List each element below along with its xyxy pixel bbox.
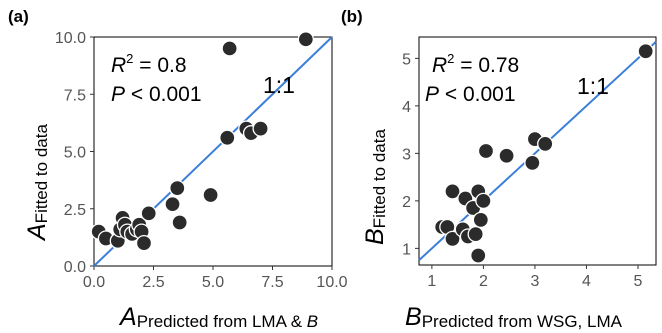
panel-a-point-15	[169, 179, 186, 197]
panel-a-point-19	[221, 40, 238, 57]
panel-b-point-9	[467, 225, 484, 243]
panel-b-point-10	[470, 247, 487, 264]
panel-b-point-16	[524, 154, 541, 172]
panel-a-x-tick-label-3: 5.0	[202, 274, 224, 291]
panel-b-y-tick-label-5: 5	[402, 51, 411, 68]
panel-a-r2-exponent: 2	[126, 51, 133, 66]
panel-b-label: (b)	[341, 7, 363, 26]
panel-a-point-12	[135, 234, 153, 252]
panel-a-y-tick-label-1: 0.0	[64, 259, 86, 276]
panel-b-point-12	[472, 211, 489, 229]
panel-a-r2-symbol: R	[111, 54, 126, 77]
panel-a-point-22	[252, 120, 269, 137]
panel-a-p-value: < 0.001	[125, 83, 201, 106]
panel-a-r2-stat: R2 = 0.8	[111, 51, 187, 77]
panel-a-x-tick-label-4: 7.5	[261, 274, 283, 291]
panel-b-y-tick-label-4: 4	[402, 99, 411, 116]
panel-a-r2-value: = 0.8	[133, 54, 186, 77]
panel-a: (a) 0.0 2.5 5.0 7.5 10.0 0.0 2.5 5.0 7.5 10.0 R2…	[8, 7, 348, 331]
panel-b-point-15	[498, 147, 515, 164]
panel-b-x-tick-label-3: 3	[530, 273, 539, 290]
panel-b-r2-symbol: R	[432, 54, 447, 77]
panel-b-y-axis-symbol: B	[361, 228, 389, 245]
panel-b-y-tick-label-3: 3	[402, 146, 411, 163]
panel-b-point-3	[444, 230, 461, 248]
panel-a-point-23	[297, 31, 314, 48]
panel-a-p-symbol: P	[111, 83, 125, 106]
panel-b-y-tick-label-1: 1	[402, 241, 411, 258]
panel-b-y-axis-subscript: Fitted to data	[370, 129, 389, 229]
panel-a-y-axis-subscript: Fitted to data	[32, 124, 51, 224]
panel-a-one-to-one-label: 1:1	[263, 72, 295, 98]
panel-a-x-tick-label-2: 2.5	[142, 274, 164, 291]
panel-b-point-13	[475, 192, 492, 210]
panel-a-x-tick-label-5: 10.0	[316, 274, 347, 291]
panel-a-y-axis-symbol: A	[23, 223, 51, 242]
panel-a-p-stat: P < 0.001	[111, 83, 202, 106]
panel-a-point-17	[202, 186, 219, 204]
panel-b-x-tick-label-2: 2	[479, 273, 488, 290]
panel-b-plot-frame	[418, 36, 657, 266]
panel-b-p-value: < 0.001	[439, 83, 515, 106]
panel-b-x-tick-label-4: 4	[582, 273, 591, 290]
panel-b-p-stat: P < 0.001	[425, 83, 516, 106]
panel-a-x-tick-label-1: 0.0	[83, 274, 105, 291]
panel-a-x-axis-subscript-italic: B	[307, 312, 318, 331]
panel-b-point-19	[637, 43, 654, 60]
panel-b-point-4	[444, 183, 461, 200]
panel-b-r2-value: = 0.78	[454, 54, 519, 77]
panel-b-x-tick-label-5: 5	[634, 273, 643, 290]
panel-a-y-tick-label-3: 5.0	[64, 145, 86, 162]
panel-a-point-18	[219, 129, 236, 146]
panel-a-point-13	[140, 205, 157, 222]
panel-a-point-14	[164, 196, 181, 213]
panel-a-x-axis-title: APredicted from LMA & B	[118, 303, 318, 331]
panel-b-point-14	[477, 142, 495, 160]
panel-b-x-axis-symbol: B	[405, 303, 422, 331]
panel-a-y-axis-title: AFitted to data	[23, 124, 51, 242]
panel-b-p-symbol: P	[425, 83, 439, 106]
panel-b-y-tick-label-2: 2	[402, 194, 411, 211]
panel-b-point-18	[537, 135, 554, 153]
panel-b-x-tick-label-1: 1	[427, 273, 436, 290]
panel-a-y-tick-label-5: 10.0	[55, 30, 86, 47]
panel-a-label: (a)	[8, 7, 29, 26]
panel-a-y-tick-label-4: 7.5	[64, 87, 86, 104]
panel-b-r2-stat: R2 = 0.78	[432, 51, 519, 77]
panel-b-x-axis-title: BPredicted from WSG, LMA	[405, 303, 623, 331]
panel-b-one-to-one-label: 1:1	[577, 73, 609, 99]
panel-b-r2-exponent: 2	[447, 51, 454, 66]
panel-a-point-16	[171, 214, 188, 231]
panel-a-x-axis-subscript: Predicted from LMA &	[137, 312, 307, 331]
panel-a-y-tick-label-2: 2.5	[64, 202, 86, 219]
panel-a-x-axis-symbol: A	[118, 303, 137, 331]
panel-b-y-axis-title: BFitted to data	[361, 129, 389, 245]
panel-b-x-axis-subscript: Predicted from WSG, LMA	[422, 312, 623, 331]
